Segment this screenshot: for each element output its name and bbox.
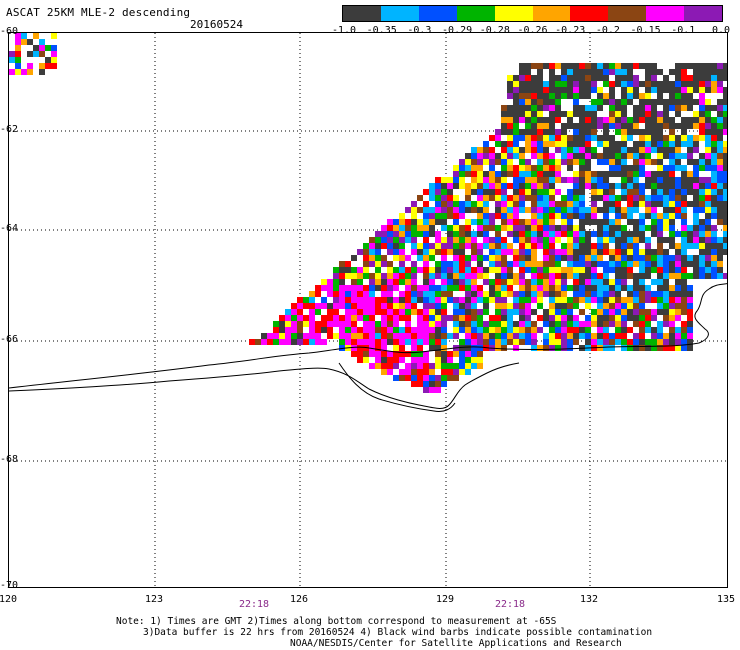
colorbar-label: -0.15 (630, 25, 661, 36)
lon-label: 123 (144, 594, 164, 605)
colorbar-label: -0.35 (366, 25, 397, 36)
coastline (9, 283, 727, 409)
colorbar-label: -0.2 (595, 25, 620, 36)
lat-label: -68 (0, 454, 19, 465)
lon-label: 120 (0, 594, 18, 605)
note-line-1: Note: 1) Times are GMT 2)Times along bot… (116, 616, 557, 627)
map-date: 20160524 (190, 18, 243, 31)
colorbar-label: -0.26 (517, 25, 548, 36)
colorbar-label: -0.29 (442, 25, 473, 36)
colorbar-label: -0.1 (671, 25, 696, 36)
lat-label: -64 (0, 223, 19, 234)
colorbar-swatch (570, 6, 609, 21)
note-line-2: 3)Data buffer is 22 hrs from 20160524 4)… (143, 627, 653, 638)
lat-label: -66 (0, 334, 19, 345)
colorbar-swatch (608, 6, 647, 21)
colorbar-swatch (646, 6, 685, 21)
time-label-2: 22:18 (494, 599, 526, 610)
colorbar-label: -0.23 (555, 25, 586, 36)
colorbar-swatch (494, 6, 533, 21)
lat-label: -70 (0, 580, 19, 591)
map-canvas (9, 33, 727, 587)
data-pixels (9, 33, 727, 393)
map-title: ASCAT 25KM MLE-2 descending (6, 6, 191, 19)
colorbar-label: 0.0 (711, 25, 731, 36)
colorbar-swatch (343, 6, 381, 21)
colorbar-label: -0.3 (407, 25, 432, 36)
lon-label: 126 (289, 594, 309, 605)
lon-label: 135 (716, 594, 736, 605)
colorbar (342, 5, 723, 22)
coastline-bay (338, 362, 456, 412)
colorbar-swatch (380, 6, 419, 21)
colorbar-label: -0.28 (479, 25, 510, 36)
colorbar-swatch (456, 6, 495, 21)
colorbar-swatch (684, 6, 723, 21)
lat-label: -60 (0, 26, 19, 37)
map-plot-area (8, 32, 728, 588)
lat-label: -62 (0, 124, 19, 135)
lon-label: 129 (435, 594, 455, 605)
lon-label: 132 (579, 594, 599, 605)
note-line-3: NOAA/NESDIS/Center for Satellite Applica… (290, 638, 622, 649)
colorbar-label: -1.0 (331, 25, 357, 36)
colorbar-swatch (532, 6, 571, 21)
colorbar-swatch (418, 6, 457, 21)
time-label-1: 22:18 (238, 599, 270, 610)
